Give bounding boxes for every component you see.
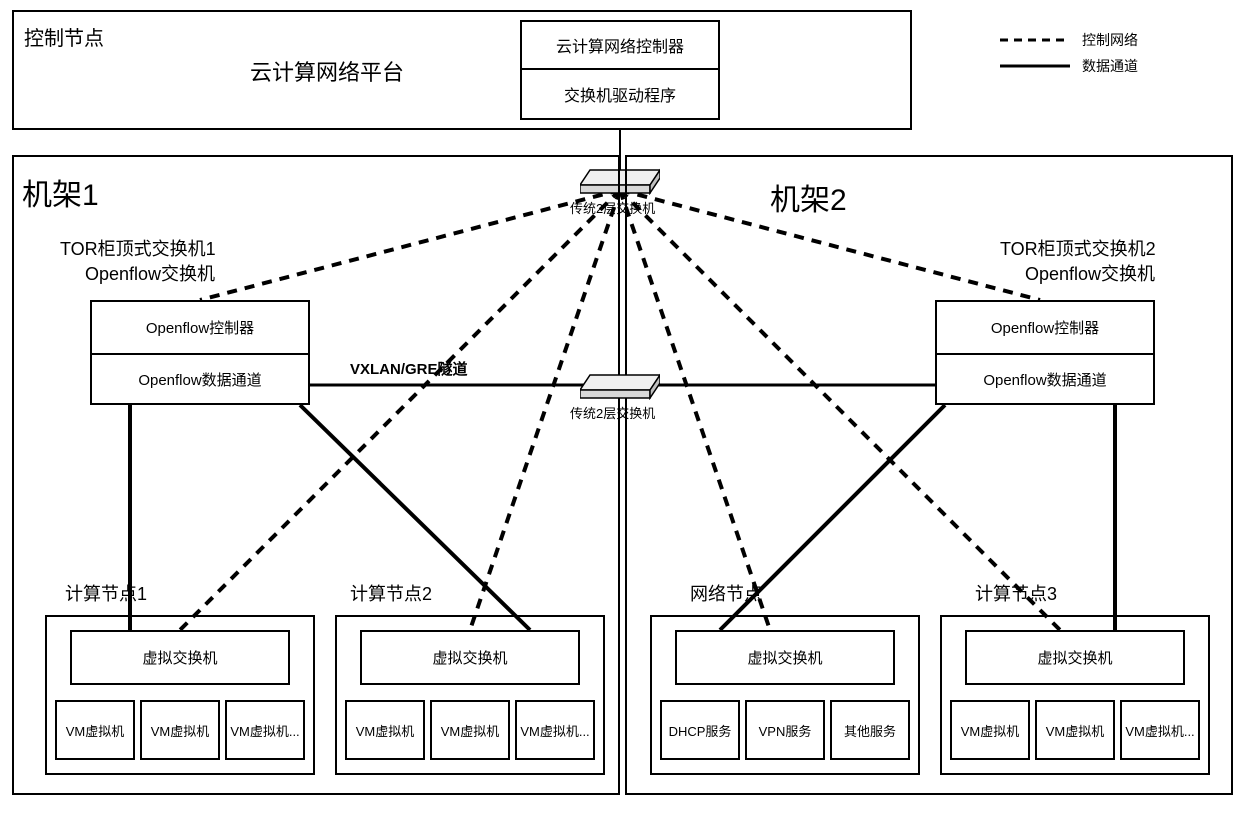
- compute1-label: 计算节点1: [65, 580, 147, 606]
- compute3-vswitch: 虚拟交换机: [965, 630, 1185, 685]
- control-node-outer: [12, 10, 912, 130]
- of-controller-left: Openflow控制器: [90, 300, 310, 355]
- compute1-vm1-text: VM虚拟机: [66, 721, 125, 740]
- compute1-vm2-text: VM虚拟机: [151, 721, 210, 740]
- netnode-vswitch-text: 虚拟交换机: [747, 647, 822, 668]
- netnode-vswitch: 虚拟交换机: [675, 630, 895, 685]
- compute1-vm2: VM虚拟机: [140, 700, 220, 760]
- legend: 控制网络 数据通道: [1000, 30, 1138, 76]
- of-datapath-right: Openflow数据通道: [935, 355, 1155, 405]
- netnode-label: 网络节点: [690, 580, 762, 606]
- platform-label: 云计算网络平台: [250, 55, 404, 87]
- of-controller-right-text: Openflow控制器: [991, 317, 1099, 338]
- mid-switch-label: 传统2层交换机: [570, 403, 655, 422]
- compute3-vm3: VM虚拟机...: [1120, 700, 1200, 760]
- control-node-label: 控制节点: [24, 22, 104, 51]
- tor2-line1: TOR柜顶式交换机2: [1000, 235, 1156, 261]
- netnode-other-text: 其他服务: [844, 721, 896, 740]
- compute3-vm1: VM虚拟机: [950, 700, 1030, 760]
- cloud-controller-box: 云计算网络控制器: [520, 20, 720, 70]
- compute2-vswitch-text: 虚拟交换机: [432, 647, 507, 668]
- of-controller-right: Openflow控制器: [935, 300, 1155, 355]
- rack2-title: 机架2: [770, 175, 847, 219]
- compute2-vm2: VM虚拟机: [430, 700, 510, 760]
- compute3-vm2: VM虚拟机: [1035, 700, 1115, 760]
- of-datapath-left-text: Openflow数据通道: [138, 369, 261, 390]
- compute1-vswitch-text: 虚拟交换机: [142, 647, 217, 668]
- rack1-title: 机架1: [22, 170, 99, 214]
- compute1-vm3-text: VM虚拟机...: [230, 721, 299, 740]
- netnode-vpn: VPN服务: [745, 700, 825, 760]
- tunnel-label: VXLAN/GRE隧道: [350, 358, 468, 379]
- netnode-dhcp: DHCP服务: [660, 700, 740, 760]
- mid-switch-icon: [580, 370, 660, 400]
- compute3-vm2-text: VM虚拟机: [1046, 721, 1105, 740]
- compute2-vswitch: 虚拟交换机: [360, 630, 580, 685]
- netnode-other: 其他服务: [830, 700, 910, 760]
- compute1-vswitch: 虚拟交换机: [70, 630, 290, 685]
- cloud-controller-text: 云计算网络控制器: [556, 33, 684, 57]
- compute2-vm2-text: VM虚拟机: [441, 721, 500, 740]
- legend-data-text: 数据通道: [1082, 56, 1138, 76]
- tor1-line1: TOR柜顶式交换机1: [60, 235, 216, 261]
- of-datapath-right-text: Openflow数据通道: [983, 369, 1106, 390]
- of-datapath-left: Openflow数据通道: [90, 355, 310, 405]
- compute1-vm3: VM虚拟机...: [225, 700, 305, 760]
- legend-control-text: 控制网络: [1082, 30, 1138, 50]
- switch-driver-text: 交换机驱动程序: [564, 82, 676, 106]
- compute3-vm1-text: VM虚拟机: [961, 721, 1020, 740]
- of-controller-left-text: Openflow控制器: [146, 317, 254, 338]
- netnode-vpn-text: VPN服务: [759, 721, 812, 740]
- compute3-label: 计算节点3: [975, 580, 1057, 606]
- compute2-label: 计算节点2: [350, 580, 432, 606]
- tor1-line2: Openflow交换机: [85, 260, 215, 286]
- compute3-vswitch-text: 虚拟交换机: [1037, 647, 1112, 668]
- tor2-line2: Openflow交换机: [1025, 260, 1155, 286]
- compute3-vm3-text: VM虚拟机...: [1125, 721, 1194, 740]
- compute2-vm1: VM虚拟机: [345, 700, 425, 760]
- switch-driver-box: 交换机驱动程序: [520, 70, 720, 120]
- compute2-vm3: VM虚拟机...: [515, 700, 595, 760]
- compute2-vm3-text: VM虚拟机...: [520, 721, 589, 740]
- netnode-dhcp-text: DHCP服务: [669, 721, 732, 740]
- compute1-vm1: VM虚拟机: [55, 700, 135, 760]
- compute2-vm1-text: VM虚拟机: [356, 721, 415, 740]
